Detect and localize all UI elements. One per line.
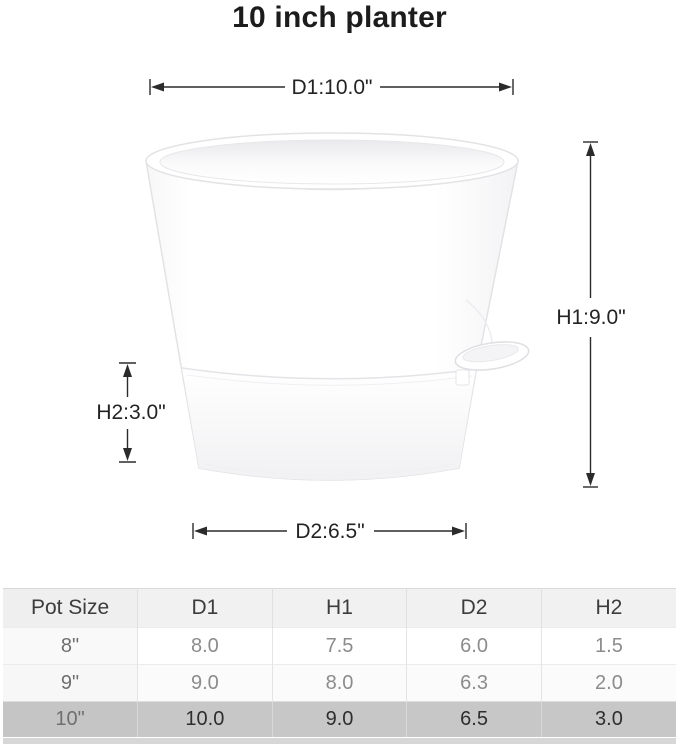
cell-h2: 3.0 bbox=[540, 701, 676, 737]
h1-arrowhead-down bbox=[586, 473, 595, 486]
cell-d1: 10.0 bbox=[137, 701, 273, 737]
d1-arrowhead-left bbox=[151, 82, 164, 92]
water-level-tab bbox=[455, 369, 470, 386]
cell-d2: 6.5 bbox=[406, 701, 542, 737]
water-fill-spout bbox=[454, 341, 530, 371]
d2-arrowhead-left bbox=[194, 526, 207, 536]
cell-h1: 8.0 bbox=[271, 664, 407, 702]
cell-h2: 2.0 bbox=[540, 664, 676, 702]
planter-illustration bbox=[145, 132, 530, 481]
column-header-d2: D2 bbox=[406, 588, 542, 628]
cell-d1: 8.0 bbox=[137, 627, 273, 665]
h2-dimension: H2:3.0" bbox=[96, 362, 166, 463]
cell-h2: 1.5 bbox=[540, 627, 676, 665]
table-row-9in: 9" 9.0 8.0 6.3 2.0 bbox=[3, 664, 676, 702]
planter-dimension-diagram: D1:10.0" H1:9.0" H2:3.0" bbox=[96, 76, 625, 543]
table-header-row: Pot Size D1 H1 D2 H2 bbox=[3, 588, 676, 628]
h2-arrowhead-up bbox=[123, 364, 132, 377]
column-header-h1: H1 bbox=[271, 588, 407, 628]
d2-dimension: D2:6.5" bbox=[192, 520, 467, 543]
cell-pot-size: 10" bbox=[3, 701, 138, 737]
d1-arrowhead-right bbox=[499, 82, 512, 92]
cell-pot-size: 9" bbox=[3, 664, 138, 702]
h2-arrowhead-down bbox=[123, 448, 132, 461]
cell-pot-size: 8" bbox=[3, 627, 138, 665]
planter-seam-shadow bbox=[186, 374, 473, 386]
table-row-8in: 8" 8.0 7.5 6.0 1.5 bbox=[3, 627, 676, 665]
page-title: 10 inch planter bbox=[232, 1, 447, 34]
cell-h1: 9.0 bbox=[271, 701, 407, 737]
column-header-d1: D1 bbox=[137, 588, 273, 628]
spout-opening bbox=[462, 344, 519, 363]
size-chart-section: Pot Size D1 H1 D2 H2 8" 8.0 7.5 6.0 1.5 … bbox=[3, 588, 676, 744]
table-row-10in-highlighted: 10" 10.0 9.0 6.5 3.0 bbox=[3, 701, 676, 737]
cell-d2: 6.0 bbox=[406, 627, 542, 665]
cell-d2: 6.3 bbox=[406, 664, 542, 702]
d1-dimension-label: D1:10.0" bbox=[291, 76, 372, 99]
cell-d1: 9.0 bbox=[137, 664, 273, 702]
table-bottom-border bbox=[3, 737, 676, 744]
planter-base bbox=[182, 368, 476, 480]
h1-dimension-label: H1:9.0" bbox=[556, 306, 625, 329]
d1-dimension: D1:10.0" bbox=[149, 76, 514, 99]
column-header-h2: H2 bbox=[540, 588, 676, 628]
d2-dimension-label: D2:6.5" bbox=[295, 520, 364, 543]
cell-h1: 7.5 bbox=[271, 627, 407, 665]
h1-arrowhead-up bbox=[586, 143, 595, 156]
h1-dimension: H1:9.0" bbox=[556, 141, 626, 488]
planter-bottom-edge bbox=[203, 463, 456, 477]
dimension-annotations: D1:10.0" H1:9.0" H2:3.0" bbox=[96, 76, 625, 543]
d2-arrowhead-right bbox=[452, 526, 465, 536]
h2-dimension-label: H2:3.0" bbox=[96, 401, 165, 424]
column-header-pot-size: Pot Size bbox=[3, 588, 138, 628]
size-chart-table: Pot Size D1 H1 D2 H2 8" 8.0 7.5 6.0 1.5 … bbox=[3, 588, 676, 737]
planter-opening bbox=[159, 139, 505, 185]
planter-seam-line bbox=[181, 367, 477, 380]
